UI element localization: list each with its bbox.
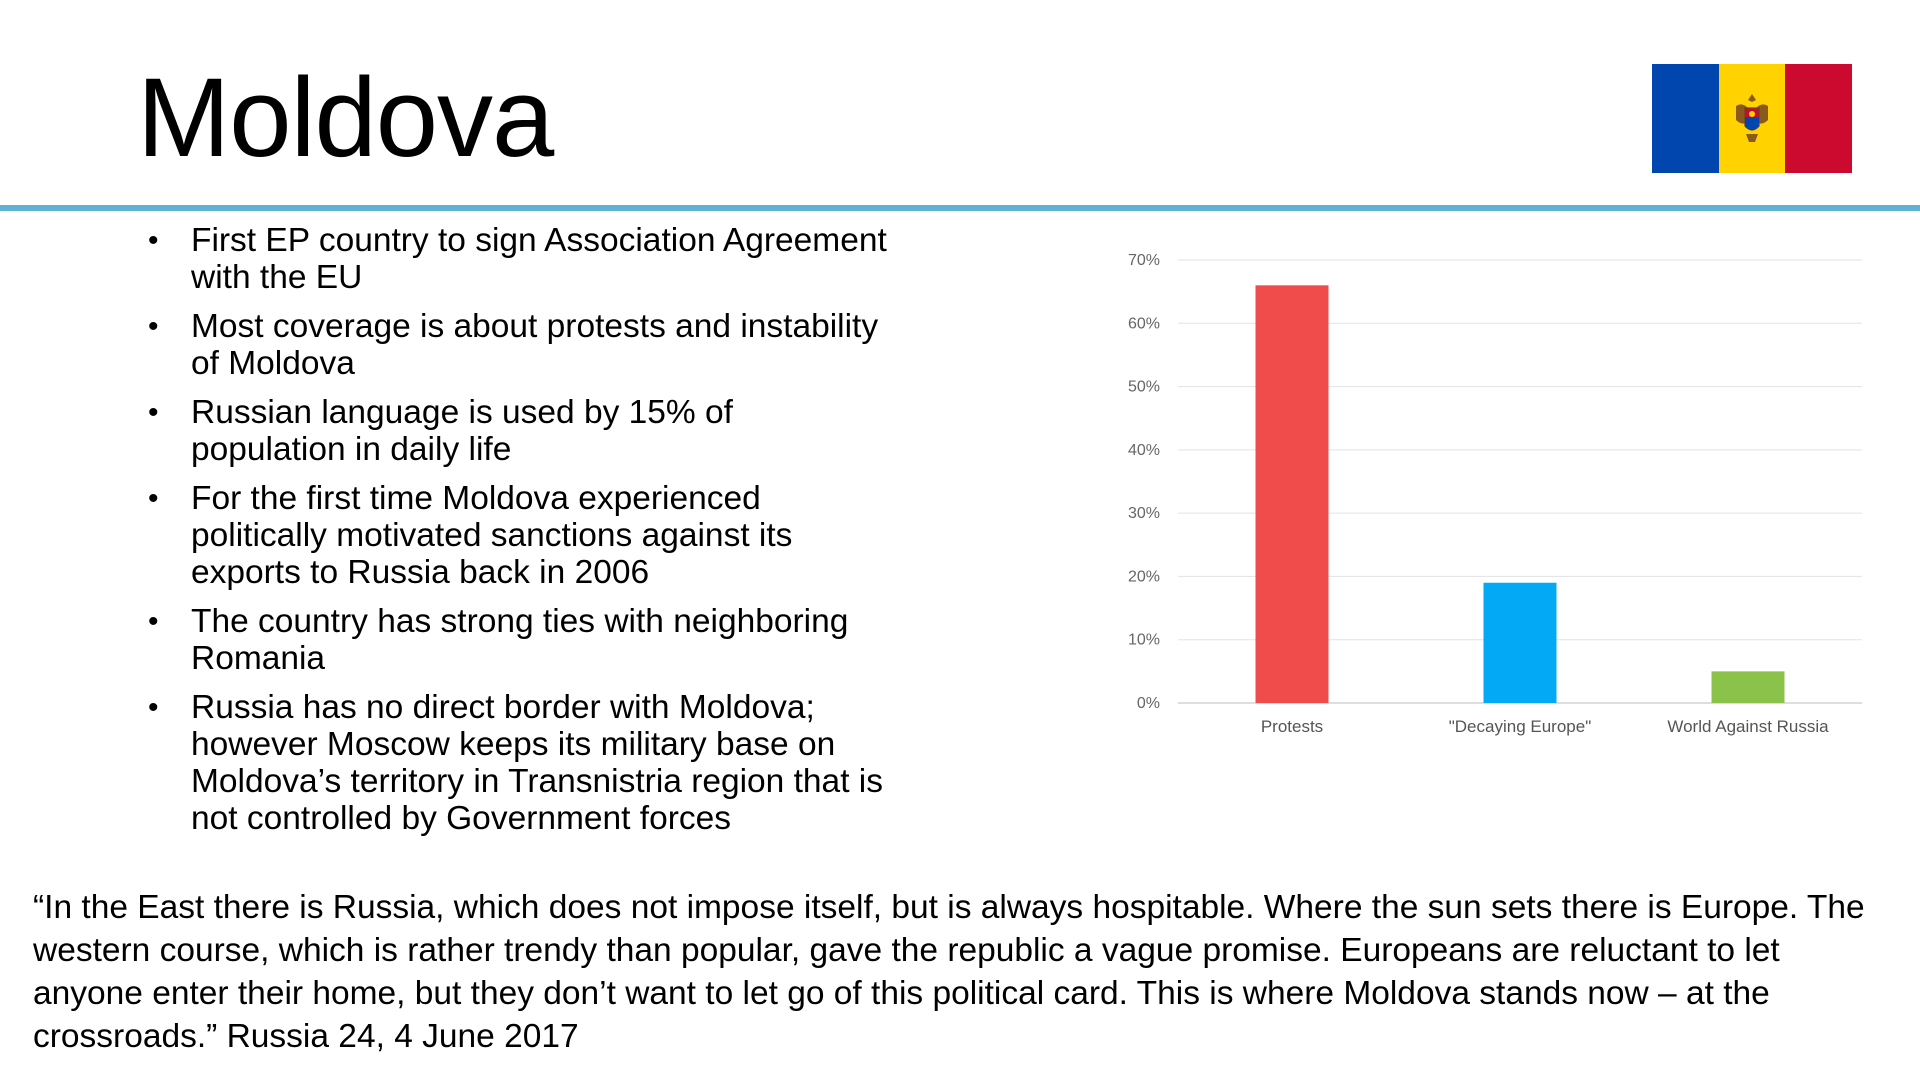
y-tick-label: 10% — [1128, 632, 1160, 649]
flag-band-blue — [1652, 64, 1719, 173]
bullet-text: Most coverage is about protests and inst… — [191, 308, 879, 382]
bullet-item: • Russia has no direct border with Moldov… — [148, 689, 888, 837]
bar — [1483, 582, 1557, 703]
coat-of-arms-icon — [1736, 94, 1768, 142]
bar — [1255, 285, 1329, 703]
bullet-dot: • — [148, 482, 159, 515]
bullet-dot: • — [148, 224, 159, 257]
y-tick-label: 50% — [1128, 379, 1160, 396]
flag-band-red — [1785, 64, 1853, 173]
bullet-dot: • — [148, 691, 159, 724]
y-tick-label: 60% — [1128, 315, 1160, 332]
bullet-item: • First EP country to sign Association Ag… — [148, 222, 888, 296]
quote-text: “In the East there is Russia, which does… — [33, 889, 1865, 1055]
bullet-text: The country has strong ties with neighbo… — [191, 603, 849, 677]
title-divider — [0, 205, 1920, 211]
bullet-text: Russian language is used by 15% of popul… — [191, 394, 733, 468]
bullet-item: • For the first time Moldova experienced … — [148, 480, 888, 591]
bullet-item: • Russian language is used by 15% of popu… — [148, 394, 888, 468]
bar — [1711, 671, 1785, 703]
y-tick-label: 40% — [1128, 442, 1160, 459]
bullet-dot: • — [148, 310, 159, 343]
bar-chart: 0% 10% 20% 30% 40% 50% 60% 70% Protests "Decaying… — [1128, 252, 1862, 736]
bullet-text: For the first time Moldova experienced p… — [191, 480, 793, 591]
moldova-flag-icon — [1652, 64, 1853, 173]
bullet-text: First EP country to sign Association Agr… — [191, 222, 887, 296]
x-tick-label: Protests — [1261, 717, 1323, 736]
bullet-item: • The country has strong ties with neighb… — [148, 603, 888, 677]
y-tick-label: 30% — [1128, 505, 1160, 522]
bullet-dot: • — [148, 605, 159, 638]
page-title: Moldova — [137, 55, 554, 180]
x-tick-label: "Decaying Europe" — [1449, 717, 1591, 736]
y-tick-label: 20% — [1128, 568, 1160, 585]
bullet-list: • First EP country to sign Association Ag… — [148, 222, 888, 849]
y-tick-label: 70% — [1128, 252, 1160, 269]
y-tick-label: 0% — [1137, 695, 1160, 712]
bullet-text: Russia has no direct border with Moldova… — [191, 689, 884, 837]
bullet-dot: • — [148, 396, 159, 429]
bullet-item: • Most coverage is about protests and ins… — [148, 308, 888, 382]
x-tick-label: World Against Russia — [1667, 717, 1829, 736]
